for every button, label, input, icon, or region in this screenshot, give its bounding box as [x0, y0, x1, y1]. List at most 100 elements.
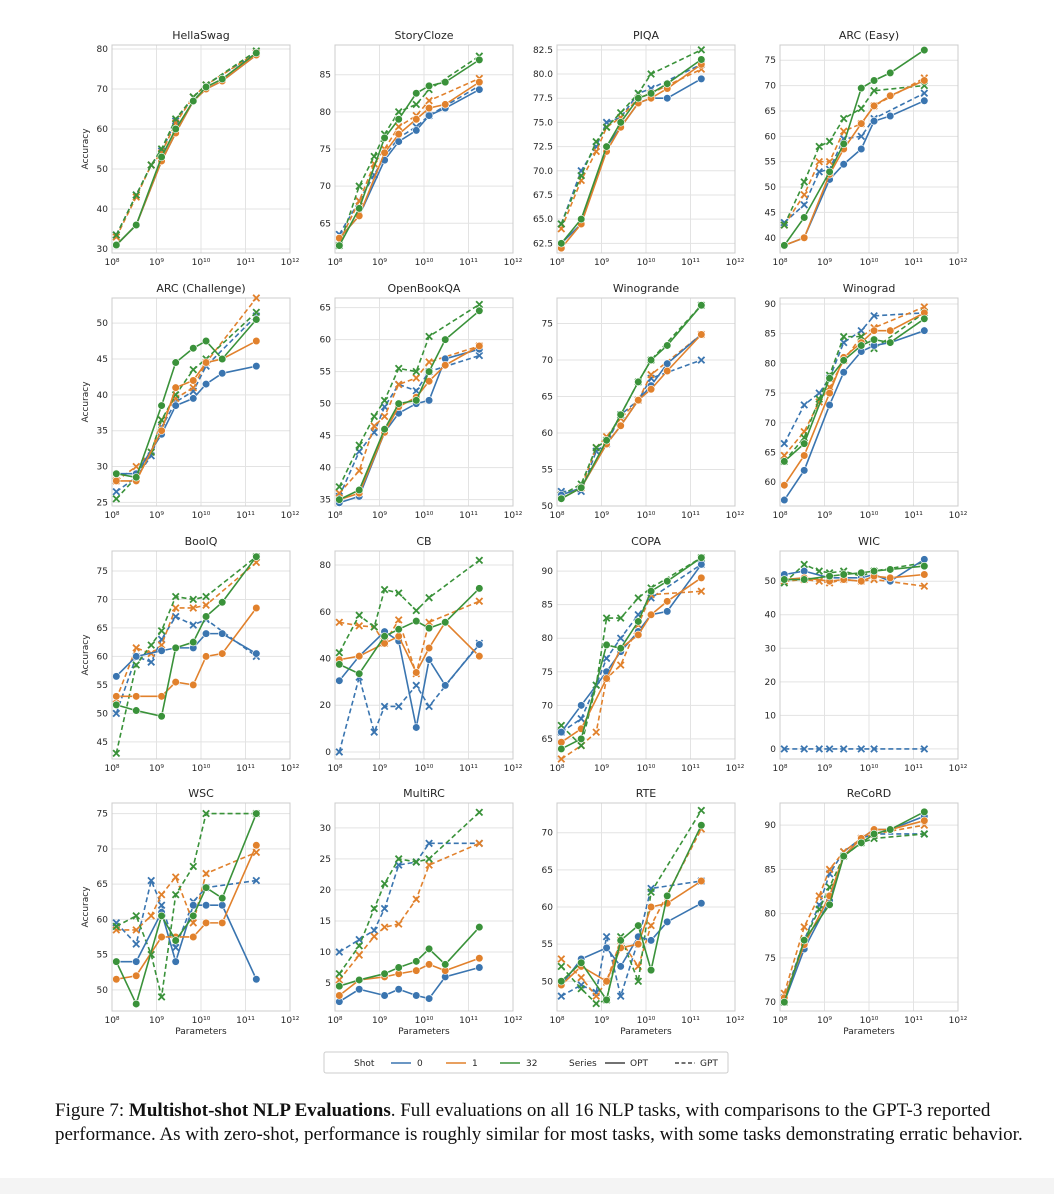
point-opt-shot-32 [780, 241, 789, 250]
point-gpt-shot-0 [800, 401, 809, 409]
plot-border [334, 550, 514, 760]
point-opt-shot-0 [355, 985, 364, 994]
point-gpt-shot-32 [394, 855, 403, 863]
point-opt-shot-0 [171, 401, 180, 410]
plot-border [334, 44, 514, 254]
point-gpt-shot-32 [557, 721, 566, 730]
point-gpt-shot-32 [475, 556, 484, 565]
point-opt-shot-32 [475, 306, 484, 315]
point-opt-shot-32 [869, 829, 879, 839]
point-gpt-shot-0 [394, 861, 403, 869]
point-gpt-shot-0 [815, 745, 824, 753]
point-gpt-shot-1 [355, 951, 364, 959]
point-opt-shot-1 [171, 677, 180, 687]
series-line-opt-shot-32 [338, 310, 480, 501]
point-opt-shot-32 [557, 494, 566, 503]
point-opt-shot-1 [218, 649, 227, 658]
point-opt-shot-0 [424, 111, 434, 120]
x-tick-label: 10¹² [949, 258, 968, 268]
series-line-gpt-shot-32 [783, 833, 925, 1003]
point-opt-shot-32 [252, 552, 261, 561]
x-tick-label: 10¹⁰ [415, 764, 434, 774]
point-gpt-shot-32 [647, 888, 655, 896]
plot-border [334, 802, 514, 1012]
series-line-gpt-shot-32 [338, 55, 480, 246]
point-gpt-shot-0 [412, 386, 421, 395]
point-gpt-shot-1 [800, 190, 809, 199]
panel-title: HellaSwag [172, 29, 230, 42]
point-opt-shot-32 [112, 700, 121, 709]
y-tick-label: 65 [97, 880, 108, 890]
point-gpt-shot-32 [800, 560, 809, 569]
x-tick-label: 10⁹ [149, 1016, 164, 1026]
point-opt-shot-0 [189, 394, 198, 403]
point-opt-shot-32 [157, 401, 166, 410]
point-gpt-shot-1 [592, 147, 601, 156]
y-tick-label: 10 [320, 948, 332, 958]
y-tick-label: 60 [542, 429, 554, 439]
x-tick-label: 10⁸ [772, 764, 787, 774]
point-gpt-shot-32 [252, 308, 261, 317]
point-opt-shot-32 [869, 335, 879, 344]
point-opt-shot-1 [920, 76, 929, 85]
point-gpt-shot-32 [412, 858, 421, 866]
x-tick-label: 10⁸ [327, 1016, 342, 1026]
point-gpt-shot-32 [780, 221, 789, 229]
x-tick-label: 10¹¹ [681, 511, 700, 521]
point-opt-shot-32 [218, 598, 227, 607]
point-gpt-shot-1 [335, 489, 344, 498]
panel-copa: 10⁸ 10⁹ 10¹⁰ 10¹¹ 10¹² 65 70 75 80 85 90 COPA [542, 535, 745, 774]
y-tick-label: 70.0 [533, 167, 553, 177]
point-opt-shot-0 [424, 655, 434, 664]
y-tick-label: 25 [320, 855, 331, 865]
point-gpt-shot-32 [335, 482, 344, 491]
point-opt-shot-32 [189, 96, 198, 106]
x-tick-label: 10¹¹ [459, 258, 478, 268]
x-tick-label: 10⁹ [149, 764, 164, 774]
point-opt-shot-32 [557, 744, 566, 754]
point-opt-shot-32 [869, 76, 879, 85]
point-opt-shot-32 [920, 561, 929, 571]
point-gpt-shot-0 [857, 745, 866, 753]
point-gpt-shot-32 [800, 178, 809, 186]
x-tick-label: 10¹¹ [459, 1016, 478, 1026]
x-tick-label: 10⁹ [149, 511, 164, 521]
point-opt-shot-32 [424, 367, 434, 376]
point-gpt-shot-1 [370, 932, 379, 941]
point-gpt-shot-1 [157, 641, 166, 649]
point-opt-shot-32 [441, 618, 450, 627]
point-gpt-shot-0 [412, 681, 421, 690]
y-tick-label: 60 [320, 336, 332, 346]
y-tick-label: 85 [765, 330, 776, 340]
point-opt-shot-0 [157, 646, 166, 655]
x-tick-label: 10¹⁰ [192, 511, 211, 521]
y-tick-label: 72.5 [533, 143, 553, 153]
y-tick-label: 70 [97, 595, 109, 605]
panel-title: WSC [188, 787, 214, 800]
y-tick-label: 70 [97, 845, 109, 855]
point-gpt-shot-1 [475, 839, 484, 848]
point-opt-shot-1 [252, 603, 261, 613]
point-gpt-shot-32 [202, 592, 210, 601]
x-tick-label: 10⁹ [594, 258, 609, 268]
x-tick-label: 10⁹ [817, 1016, 832, 1026]
point-gpt-shot-32 [592, 443, 601, 452]
plot-border [779, 550, 959, 760]
point-opt-shot-1 [646, 902, 656, 912]
panel-winogrande: 10⁸ 10⁹ 10¹⁰ 10¹¹ 10¹² 50 55 60 65 70 75 Winogrande [542, 282, 745, 521]
point-opt-shot-32 [394, 399, 403, 408]
y-axis-label: Accuracy [81, 128, 91, 170]
x-tick-label: 10¹² [281, 258, 300, 268]
point-gpt-shot-1 [394, 920, 403, 928]
point-opt-shot-1 [171, 383, 180, 392]
legend-label-shot-32: 32 [526, 1059, 537, 1069]
point-opt-shot-32 [839, 356, 848, 365]
point-gpt-shot-32 [557, 962, 566, 971]
point-gpt-shot-32 [616, 614, 625, 622]
point-gpt-shot-0 [602, 654, 611, 663]
point-opt-shot-1 [394, 130, 403, 139]
x-tick-label: 10¹⁰ [637, 511, 656, 521]
point-gpt-shot-1 [252, 294, 261, 302]
point-opt-shot-0 [697, 899, 706, 908]
y-tick-label: 5 [325, 979, 331, 989]
